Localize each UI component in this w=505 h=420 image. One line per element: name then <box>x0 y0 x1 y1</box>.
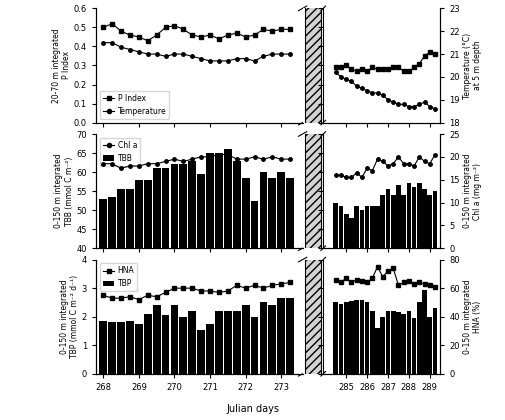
Bar <box>380 195 384 400</box>
Bar <box>304 134 321 248</box>
Bar <box>416 184 421 400</box>
Bar <box>286 178 293 400</box>
Bar <box>170 165 178 400</box>
Bar <box>369 206 374 400</box>
Y-axis label: 0-150 m integrated
TBP (mmol C m⁻² d⁻¹): 0-150 m integrated TBP (mmol C m⁻² d⁻¹) <box>60 275 79 358</box>
Bar <box>406 184 411 400</box>
Bar <box>416 302 421 374</box>
Bar <box>126 321 134 374</box>
Bar <box>359 299 364 374</box>
Bar <box>250 201 258 400</box>
Bar <box>197 330 205 374</box>
Bar <box>143 180 152 400</box>
Bar <box>161 168 169 400</box>
Bar <box>348 218 353 400</box>
Bar <box>215 153 222 400</box>
Bar <box>395 185 400 400</box>
Bar <box>99 321 107 374</box>
Bar <box>354 299 358 374</box>
Legend: Chl a, TBB: Chl a, TBB <box>100 138 140 166</box>
Bar <box>197 174 205 400</box>
Bar <box>359 210 364 400</box>
Bar <box>395 312 400 374</box>
Bar <box>385 189 389 400</box>
Bar <box>224 149 231 400</box>
Y-axis label: 0-150 m integrated
TBB (mmol C m⁻²): 0-150 m integrated TBB (mmol C m⁻²) <box>54 154 74 228</box>
Y-axis label: 0-150 m integrated
Chl a (mg m⁻²): 0-150 m integrated Chl a (mg m⁻²) <box>462 154 481 228</box>
Bar <box>99 199 107 400</box>
Bar <box>333 302 337 374</box>
Bar <box>170 305 178 374</box>
Legend: P Index, Temperature: P Index, Temperature <box>100 91 169 119</box>
Bar <box>354 206 358 400</box>
Bar <box>411 187 416 400</box>
Bar <box>224 311 231 374</box>
Bar <box>400 195 405 400</box>
Bar <box>343 302 348 374</box>
Bar <box>286 298 293 374</box>
Bar <box>390 195 395 400</box>
Bar <box>206 324 214 374</box>
Bar <box>153 305 160 374</box>
Bar <box>380 317 384 374</box>
Bar <box>108 323 116 374</box>
Bar <box>241 305 249 374</box>
Bar <box>348 301 353 374</box>
Bar <box>179 317 187 374</box>
Bar <box>135 324 142 374</box>
Bar <box>343 214 348 400</box>
Bar <box>427 195 431 400</box>
Bar <box>364 302 369 374</box>
Bar <box>117 189 125 400</box>
Bar <box>375 328 379 374</box>
Bar <box>143 314 152 374</box>
Text: Julian days: Julian days <box>226 404 279 414</box>
Bar <box>232 160 240 400</box>
Bar <box>259 302 267 374</box>
Bar <box>338 206 342 400</box>
Bar <box>369 311 374 374</box>
Bar <box>188 311 196 374</box>
Bar <box>259 172 267 400</box>
Bar <box>364 206 369 400</box>
Bar <box>406 311 411 374</box>
Bar <box>390 311 395 374</box>
Bar <box>117 323 125 374</box>
Bar <box>400 314 405 374</box>
Y-axis label: 0-150 m integrated
HNA (%): 0-150 m integrated HNA (%) <box>462 279 481 354</box>
Bar <box>385 311 389 374</box>
Bar <box>179 165 187 400</box>
Bar <box>338 304 342 374</box>
Bar <box>421 189 426 400</box>
Bar <box>108 197 116 400</box>
Bar <box>304 260 321 374</box>
Bar <box>232 311 240 374</box>
Bar <box>375 206 379 400</box>
Bar <box>241 178 249 400</box>
Bar <box>206 153 214 400</box>
Bar <box>411 318 416 374</box>
Bar <box>268 305 276 374</box>
Bar <box>188 160 196 400</box>
Bar <box>304 8 321 123</box>
Bar <box>427 317 431 374</box>
Bar <box>277 298 285 374</box>
Bar <box>161 315 169 374</box>
Bar <box>268 178 276 400</box>
Bar <box>421 289 426 374</box>
Bar <box>126 189 134 400</box>
Y-axis label: 20-70 m integrated
P Index: 20-70 m integrated P Index <box>52 28 71 103</box>
Bar <box>432 191 436 400</box>
Bar <box>432 308 436 374</box>
Bar <box>250 317 258 374</box>
Bar <box>135 180 142 400</box>
Legend: HNA, TBP: HNA, TBP <box>100 263 137 291</box>
Bar <box>153 168 160 400</box>
Bar <box>333 202 337 400</box>
Y-axis label: Temperature (°C)
at 5 m depth: Temperature (°C) at 5 m depth <box>462 32 481 99</box>
Bar <box>277 172 285 400</box>
Bar <box>215 311 222 374</box>
